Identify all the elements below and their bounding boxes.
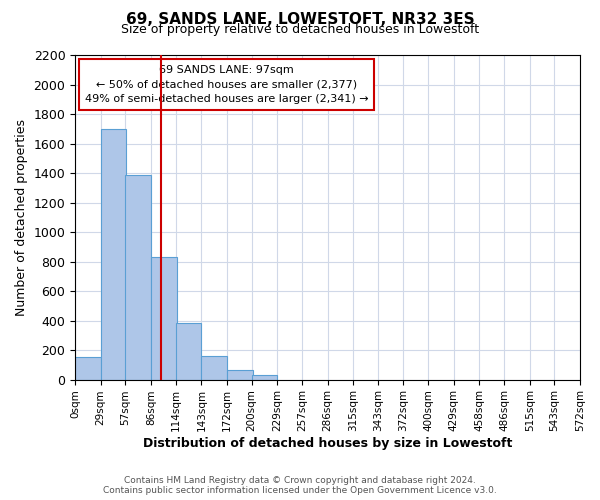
X-axis label: Distribution of detached houses by size in Lowestoft: Distribution of detached houses by size … — [143, 437, 512, 450]
Text: 69 SANDS LANE: 97sqm
← 50% of detached houses are smaller (2,377)
49% of semi-de: 69 SANDS LANE: 97sqm ← 50% of detached h… — [85, 64, 368, 104]
Bar — [151, 257, 176, 380]
Bar — [227, 370, 253, 380]
Bar — [125, 174, 151, 380]
Text: Size of property relative to detached houses in Lowestoft: Size of property relative to detached ho… — [121, 22, 479, 36]
Bar — [75, 356, 101, 380]
Bar — [176, 323, 202, 380]
Text: 69, SANDS LANE, LOWESTOFT, NR32 3ES: 69, SANDS LANE, LOWESTOFT, NR32 3ES — [125, 12, 475, 28]
Bar — [251, 375, 277, 380]
Bar — [202, 356, 227, 380]
Text: Contains HM Land Registry data © Crown copyright and database right 2024.
Contai: Contains HM Land Registry data © Crown c… — [103, 476, 497, 495]
Bar — [101, 129, 127, 380]
Y-axis label: Number of detached properties: Number of detached properties — [15, 119, 28, 316]
